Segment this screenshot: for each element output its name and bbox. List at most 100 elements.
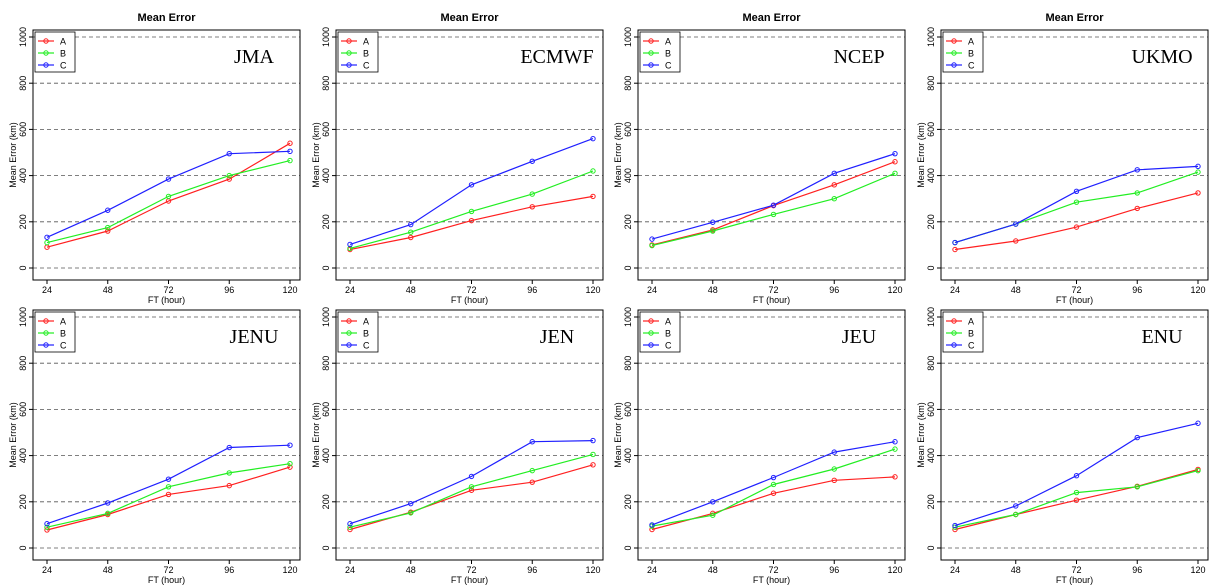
legend-label-b: B	[665, 49, 671, 59]
legend-label-b: B	[968, 329, 974, 339]
chart-title: Mean Error	[137, 12, 196, 24]
y-tick-label: 400	[926, 168, 936, 183]
legend-box	[943, 312, 983, 352]
y-tick-label: 200	[321, 214, 331, 229]
y-tick-label: 200	[321, 494, 331, 509]
data-point-a	[288, 141, 292, 145]
y-tick-label: 0	[623, 545, 633, 550]
y-tick-label: 1000	[926, 307, 936, 327]
chart-panel-enu: 0200400600800100024 48 72 96 120FT (hour)Mea…	[916, 307, 1208, 585]
y-tick-label: 1000	[623, 27, 633, 47]
chart-panel-jen: 0200400600800100024 48 72 96 120FT (hour)Mea…	[311, 307, 603, 585]
chart-panel-jenu: 0200400600800100024 48 72 96 120FT (hour)Mea…	[8, 307, 300, 585]
y-tick-label: 1000	[926, 27, 936, 47]
legend-label-a: A	[665, 37, 671, 47]
x-tick-label: 48	[708, 285, 718, 295]
x-tick-label: 72	[163, 565, 173, 575]
x-tick-label: 24	[647, 285, 657, 295]
x-tick-label: 72	[1071, 565, 1081, 575]
y-tick-label: 800	[623, 356, 633, 371]
legend-label-a: A	[60, 37, 66, 47]
x-tick-label: 72	[1071, 285, 1081, 295]
y-tick-label: 400	[18, 448, 28, 463]
legend-label-b: B	[665, 329, 671, 339]
y-tick-label: 0	[321, 545, 331, 550]
chart-panel-ukmo: 0200400600800100024 48 72 96 120FT (hour)Mea…	[916, 12, 1208, 305]
y-tick-label: 0	[18, 265, 28, 270]
y-axis-label: Mean Error (km)	[916, 122, 926, 188]
y-tick-label: 0	[321, 265, 331, 270]
y-tick-label: 600	[623, 402, 633, 417]
y-tick-label: 0	[926, 545, 936, 550]
x-tick-label: 24	[647, 565, 657, 575]
legend-label-c: C	[665, 61, 672, 71]
x-tick-label: 72	[163, 285, 173, 295]
x-axis-label: FT (hour)	[451, 295, 488, 305]
y-tick-label: 800	[18, 76, 28, 91]
legend-box	[35, 32, 75, 72]
y-tick-label: 200	[926, 214, 936, 229]
x-tick-label: 24	[345, 285, 355, 295]
y-tick-label: 200	[926, 494, 936, 509]
y-tick-label: 600	[926, 402, 936, 417]
y-tick-label: 400	[926, 448, 936, 463]
y-axis-label: Mean Error (km)	[8, 402, 18, 468]
model-label: JENU	[230, 326, 279, 348]
x-tick-label: 24	[42, 285, 52, 295]
x-tick-label: 96	[1132, 285, 1142, 295]
legend-label-a: A	[968, 37, 974, 47]
x-tick-label: 48	[406, 285, 416, 295]
x-tick-label: 120	[1190, 565, 1205, 575]
x-axis-label: FT (hour)	[753, 295, 790, 305]
legend-box	[640, 312, 680, 352]
y-tick-label: 0	[623, 265, 633, 270]
y-tick-label: 600	[321, 122, 331, 137]
y-tick-label: 400	[18, 168, 28, 183]
legend-label-c: C	[665, 341, 672, 351]
y-tick-label: 800	[321, 356, 331, 371]
y-tick-label: 600	[926, 122, 936, 137]
series-line-b	[652, 449, 895, 526]
x-tick-label: 48	[1011, 565, 1021, 575]
legend: ABC	[640, 312, 680, 352]
y-axis-label: Mean Error (km)	[613, 122, 623, 188]
legend: ABC	[943, 312, 983, 352]
legend: ABC	[640, 32, 680, 72]
x-tick-label: 24	[950, 565, 960, 575]
y-tick-label: 400	[623, 448, 633, 463]
x-axis-label: FT (hour)	[148, 295, 185, 305]
x-tick-label: 48	[103, 285, 113, 295]
legend-label-b: B	[60, 329, 66, 339]
x-axis-label: FT (hour)	[1056, 575, 1093, 585]
chart-panel-ncep: 0200400600800100024 48 72 96 120FT (hour)Mea…	[613, 12, 905, 305]
legend: ABC	[338, 312, 378, 352]
series-line-a	[955, 193, 1198, 250]
x-tick-label: 96	[527, 565, 537, 575]
y-tick-label: 200	[623, 214, 633, 229]
x-tick-label: 48	[1011, 285, 1021, 295]
y-tick-label: 800	[926, 356, 936, 371]
legend-label-a: A	[968, 317, 974, 327]
x-tick-label: 120	[585, 285, 600, 295]
legend-label-a: A	[363, 317, 369, 327]
model-label: JEN	[540, 326, 574, 348]
x-tick-label: 96	[1132, 565, 1142, 575]
legend-box	[35, 312, 75, 352]
model-label: UKMO	[1131, 46, 1192, 68]
y-tick-label: 800	[321, 76, 331, 91]
legend-label-a: A	[60, 317, 66, 327]
y-tick-label: 0	[18, 545, 28, 550]
x-tick-label: 120	[282, 565, 297, 575]
legend-box	[338, 32, 378, 72]
y-tick-label: 1000	[321, 27, 331, 47]
chart-title: Mean Error	[742, 12, 801, 24]
y-tick-label: 200	[623, 494, 633, 509]
x-axis-label: FT (hour)	[451, 575, 488, 585]
model-label: NCEP	[833, 46, 884, 68]
x-tick-label: 72	[466, 285, 476, 295]
x-axis-label: FT (hour)	[148, 575, 185, 585]
x-tick-label: 120	[282, 285, 297, 295]
x-tick-label: 24	[42, 565, 52, 575]
x-tick-label: 96	[829, 565, 839, 575]
chart-title: Mean Error	[1045, 12, 1104, 24]
